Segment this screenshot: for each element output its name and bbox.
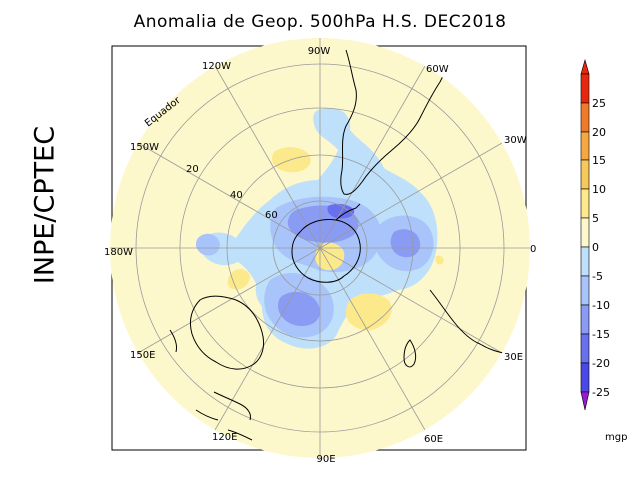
colorbar-label-m10: -10 (592, 299, 610, 312)
colorbar-seg-10-15 (580, 159, 590, 190)
coastlines (169, 49, 509, 441)
lon-label-150w: 150W (130, 142, 159, 153)
colorbar-seg-0-5 (580, 217, 590, 248)
lat-label-60: 60 (265, 210, 278, 221)
lon-label-90w: 90W (308, 46, 331, 57)
colorbar-label-m5: -5 (592, 270, 603, 283)
colorbar-cap-bottom (580, 391, 590, 411)
colorbar-cap-top (580, 58, 590, 75)
coast-islands (195, 409, 253, 441)
colorbar-label-15: 15 (592, 154, 606, 167)
colorbar-seg-m20-m15 (580, 333, 590, 364)
colorbar-label-25: 25 (592, 97, 606, 110)
colorbar-unit: mgp (605, 432, 627, 443)
colorbar-seg-15-20 (580, 131, 590, 161)
lat-label-40: 40 (230, 190, 243, 201)
anomaly-positive-west (227, 269, 250, 290)
coast-africa (429, 289, 509, 355)
lon-label-90e: 90E (316, 454, 335, 465)
chart-title: Anomalia de Geop. 500hPa H.S. DEC2018 (133, 12, 507, 32)
colorbar (580, 58, 590, 411)
coast-australia (189, 295, 265, 370)
lon-label-150e: 150E (130, 350, 155, 361)
colorbar-seg-25plus (580, 73, 590, 104)
coast-antarctic-peninsula (335, 203, 361, 221)
longitude-labels: 90W 60W 30W 0 30E 60E 90E 120E 150E 180W… (104, 46, 536, 465)
colorbar-labels: 25 20 15 10 5 0 -5 -10 -15 -20 -25 mgp (592, 97, 627, 443)
colorbar-seg-m15-m10 (580, 304, 590, 335)
lon-label-60e: 60E (424, 434, 443, 445)
lat-label-20: 20 (186, 164, 199, 175)
colorbar-label-m15: -15 (592, 328, 610, 341)
lon-label-60w: 60W (426, 64, 449, 75)
colorbar-label-m20: -20 (592, 357, 610, 370)
lon-label-30w: 30W (504, 135, 527, 146)
colorbar-seg-m25-m20 (580, 362, 590, 393)
colorbar-seg-m5-0 (580, 246, 590, 277)
anomaly-positive-southeast (346, 293, 392, 331)
coast-new-zealand (169, 329, 177, 353)
lon-label-120w: 120W (202, 61, 231, 72)
coast-madagascar (403, 339, 417, 368)
colorbar-seg-20-25 (580, 102, 590, 133)
meridians (110, 38, 530, 458)
anomaly-minus5-west (195, 233, 220, 256)
lon-label-180w: 180W (104, 247, 133, 258)
colorbar-label-10: 10 (592, 183, 606, 196)
anomaly-positive-small (435, 255, 444, 265)
colorbar-label-0: 0 (592, 241, 599, 254)
coast-new-guinea (213, 391, 251, 421)
lon-label-30e: 30E (504, 352, 523, 363)
lon-label-120e: 120E (212, 432, 237, 443)
anomaly-minus10-south (278, 291, 321, 326)
colorbar-label-m25: -25 (592, 386, 610, 399)
lon-label-0: 0 (530, 244, 536, 255)
colorbar-label-20: 20 (592, 126, 606, 139)
coast-south-america (340, 49, 447, 195)
colorbar-seg-5-10 (580, 188, 590, 219)
colorbar-label-5: 5 (592, 212, 599, 225)
colorbar-seg-m10-m5 (580, 275, 590, 306)
map-disc (110, 38, 530, 458)
